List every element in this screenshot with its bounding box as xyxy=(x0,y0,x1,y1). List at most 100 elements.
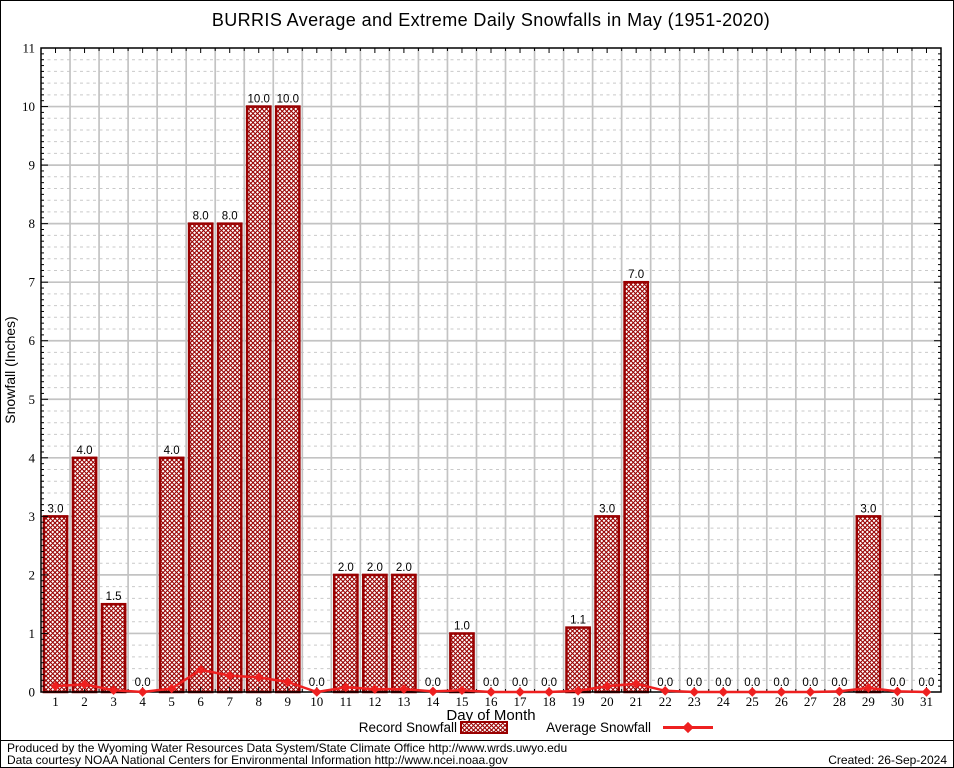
bar-value-label: 2.0 xyxy=(367,562,383,574)
x-tick-label: 15 xyxy=(455,694,468,709)
record-bar-day-7 xyxy=(216,222,243,694)
footer-data-courtesy: Data courtesy NOAA National Centers for … xyxy=(7,753,508,767)
bar-value-label: 0.0 xyxy=(686,677,702,689)
bar-value-label: 0.0 xyxy=(512,677,528,689)
record-bar-day-1 xyxy=(42,515,69,694)
record-bar-day-20 xyxy=(594,515,620,694)
bar-value-label: 8.0 xyxy=(222,211,238,223)
record-bar-day-11 xyxy=(332,573,359,694)
x-tick-label: 31 xyxy=(920,694,933,709)
x-tick-label: 20 xyxy=(601,694,614,709)
average-marker-day-5 xyxy=(166,683,177,694)
x-tick-label: 5 xyxy=(168,694,175,709)
footer-divider xyxy=(1,740,953,741)
average-marker-day-21 xyxy=(631,678,641,689)
record-bar-day-6 xyxy=(187,222,214,694)
x-tick-label: 1 xyxy=(52,694,59,709)
x-tick-label: 29 xyxy=(862,694,875,709)
x-tick-label: 9 xyxy=(285,694,292,709)
y-tick-label: 6 xyxy=(29,333,36,348)
average-marker-day-25 xyxy=(747,687,758,697)
y-tick-label: 1 xyxy=(29,626,36,641)
average-marker-day-23 xyxy=(689,687,700,697)
bar-value-label: 0.0 xyxy=(541,677,557,689)
bar-value-label: 0.0 xyxy=(483,677,499,689)
bar-value-label: 7.0 xyxy=(628,269,644,281)
y-tick-label: 9 xyxy=(29,158,36,173)
y-tick-label: 11 xyxy=(22,41,35,56)
record-bar-day-15 xyxy=(449,632,475,694)
bar-value-label: 10.0 xyxy=(277,94,299,106)
chart-legend: Record Snowfall Average Snowfall xyxy=(359,720,713,735)
y-tick-label: 4 xyxy=(29,450,36,465)
legend-average-label: Average Snowfall xyxy=(546,720,651,735)
average-marker-day-8 xyxy=(253,672,264,683)
snowfall-chart: BURRIS Average and Extreme Daily Snowfal… xyxy=(2,10,942,735)
chart-title: BURRIS Average and Extreme Daily Snowfal… xyxy=(212,10,770,30)
average-marker-day-11 xyxy=(341,682,351,693)
bar-value-label: 0.0 xyxy=(802,677,818,689)
x-tick-label: 23 xyxy=(688,694,701,709)
bar-value-label: 1.1 xyxy=(570,615,586,627)
bar-value-label: 10.0 xyxy=(248,94,270,106)
legend-record-label: Record Snowfall xyxy=(359,720,457,735)
x-tick-label: 13 xyxy=(397,694,410,709)
bar-value-label: 3.0 xyxy=(860,503,876,515)
x-tick-label: 11 xyxy=(340,694,353,709)
bar-value-label: 4.0 xyxy=(164,445,180,457)
y-tick-label: 10 xyxy=(22,99,35,114)
footer-producer: Produced by the Wyoming Water Resources … xyxy=(7,741,568,755)
record-bar-day-29 xyxy=(855,515,882,694)
x-tick-label: 2 xyxy=(81,694,88,709)
bar-value-label: 8.0 xyxy=(193,211,209,223)
average-snowfall-marker xyxy=(682,721,694,734)
bar-value-label: 3.0 xyxy=(599,503,615,515)
bar-value-label: 0.0 xyxy=(889,677,905,689)
record-bar-day-21 xyxy=(623,280,650,694)
y-tick-label: 2 xyxy=(29,567,36,582)
x-tick-label: 27 xyxy=(804,694,818,709)
average-marker-day-22 xyxy=(660,686,671,696)
bar-value-label: 0.0 xyxy=(657,677,673,689)
bar-value-label: 0.0 xyxy=(773,677,789,689)
x-tick-label: 16 xyxy=(485,694,499,709)
bar-value-label: 4.0 xyxy=(77,445,93,457)
bar-value-label: 0.0 xyxy=(715,677,731,689)
record-snowfall-bars xyxy=(42,105,882,694)
record-bar-day-3 xyxy=(100,602,127,694)
x-tick-label: 6 xyxy=(197,694,204,709)
x-tick-label: 12 xyxy=(368,694,381,709)
average-marker-day-17 xyxy=(515,687,525,697)
average-marker-day-1 xyxy=(50,681,61,691)
average-marker-day-19 xyxy=(573,686,583,696)
record-bar-day-19 xyxy=(565,626,591,694)
x-tick-label: 3 xyxy=(110,694,117,709)
y-axis-title: Snowfall (Inches) xyxy=(2,316,18,423)
x-tick-label: 17 xyxy=(514,694,528,709)
average-marker-day-27 xyxy=(805,687,816,697)
x-tick-label: 19 xyxy=(572,694,585,709)
record-bar-day-5 xyxy=(158,456,185,694)
x-tick-label: 10 xyxy=(310,694,323,709)
y-tick-label: 7 xyxy=(29,275,36,290)
y-tick-label: 5 xyxy=(29,392,36,407)
x-tick-label: 30 xyxy=(891,694,904,709)
major-gridlines xyxy=(41,48,941,692)
bar-value-label: 1.0 xyxy=(454,620,470,632)
average-marker-day-18 xyxy=(544,687,554,697)
x-tick-label: 4 xyxy=(139,694,146,709)
x-tick-label: 26 xyxy=(775,694,789,709)
x-tick-label: 25 xyxy=(746,694,759,709)
x-tick-label: 14 xyxy=(426,694,440,709)
bar-value-label: 3.0 xyxy=(48,503,64,515)
bar-value-label: 2.0 xyxy=(396,562,412,574)
bar-value-label: 0.0 xyxy=(831,677,847,689)
bar-value-label: 0.0 xyxy=(918,677,934,689)
x-tick-label: 22 xyxy=(659,694,672,709)
record-bar-day-2 xyxy=(71,456,98,694)
x-tick-label: 28 xyxy=(833,694,846,709)
y-tick-label: 3 xyxy=(29,509,36,524)
x-axis-title: Day of Month xyxy=(446,707,535,724)
record-snowfall-swatch xyxy=(460,721,508,734)
